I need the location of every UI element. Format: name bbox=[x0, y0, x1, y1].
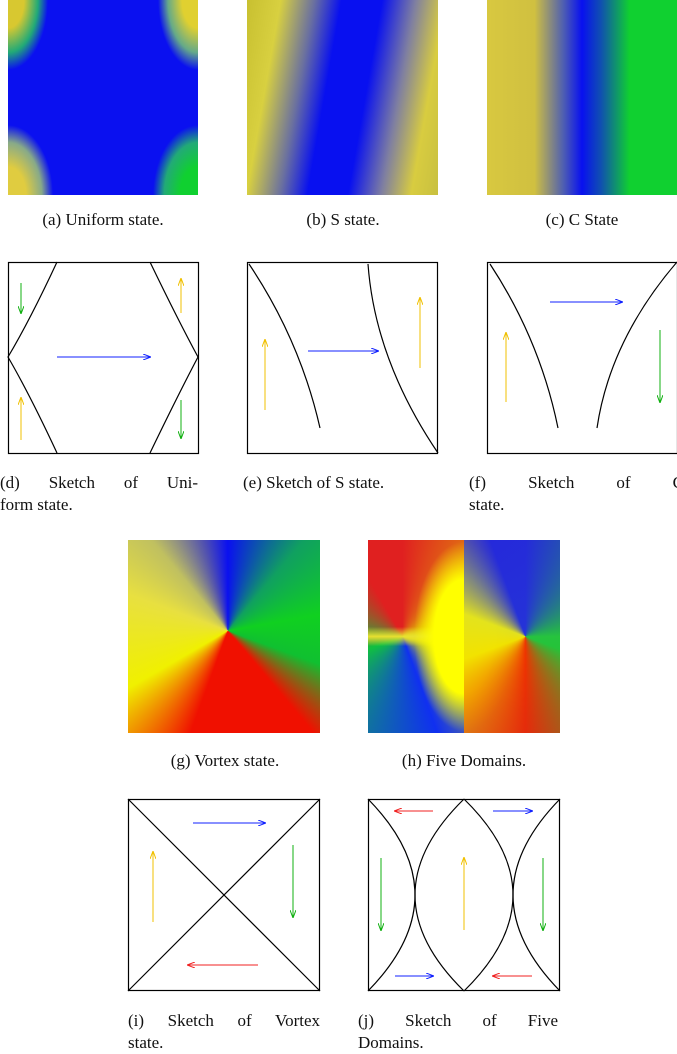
subfigure-label: (a) bbox=[42, 210, 61, 229]
caption-line: (i) Sketch of Vortex bbox=[128, 1010, 320, 1032]
subfigure-caption: (c) C State bbox=[432, 209, 677, 231]
subfigure-label: (d) bbox=[0, 473, 20, 492]
caption-text: Five Domains. bbox=[426, 751, 526, 770]
subfigure-label: (c) bbox=[546, 210, 565, 229]
subfigure-label: (i) bbox=[128, 1011, 144, 1030]
sketch-arrows bbox=[21, 279, 660, 976]
caption-text: Uniform state. bbox=[65, 210, 163, 229]
caption-text: state. bbox=[469, 495, 504, 514]
caption-text: form state. bbox=[0, 495, 73, 514]
caption-text: S state. bbox=[330, 210, 379, 229]
caption-text: Sketch of C bbox=[528, 473, 677, 492]
subfigure-label: (g) bbox=[171, 751, 191, 770]
sketches bbox=[0, 0, 677, 1054]
subfigure-label: (j) bbox=[358, 1011, 374, 1030]
caption-line: (h) Five Domains. bbox=[314, 750, 614, 772]
caption-line: (j) Sketch of Five bbox=[358, 1010, 558, 1032]
subfigure-caption: (d) Sketch of Uni-form state. bbox=[0, 472, 198, 516]
subfigure-label: (b) bbox=[306, 210, 326, 229]
subfigure-caption: (h) Five Domains. bbox=[314, 750, 614, 772]
caption-line: state. bbox=[128, 1032, 320, 1054]
caption-line: (c) C State bbox=[432, 209, 677, 231]
caption-text: Sketch of Vortex bbox=[168, 1011, 320, 1030]
caption-line: Domains. bbox=[358, 1032, 558, 1054]
caption-text: Sketch of Uni- bbox=[49, 473, 198, 492]
caption-line: form state. bbox=[0, 494, 198, 516]
subfigure-label: (h) bbox=[402, 751, 422, 770]
caption-text: Sketch of Five bbox=[405, 1011, 558, 1030]
sketch-lines bbox=[8, 262, 677, 991]
caption-text: state. bbox=[128, 1033, 163, 1052]
caption-line: (f) Sketch of C bbox=[469, 472, 677, 494]
subfigure-caption: (e) Sketch of S state. bbox=[243, 472, 384, 494]
figure-page: (a) Uniform state. (b) S state. (c) C Stat… bbox=[0, 0, 677, 1054]
caption-text: Sketch of S state. bbox=[266, 473, 384, 492]
caption-text: C State bbox=[569, 210, 619, 229]
subfigure-label: (e) bbox=[243, 473, 262, 492]
caption-text: Domains. bbox=[358, 1033, 424, 1052]
subfigure-label: (f) bbox=[469, 473, 486, 492]
caption-text: Vortex state. bbox=[195, 751, 280, 770]
caption-line: (e) Sketch of S state. bbox=[243, 472, 384, 494]
caption-line: (d) Sketch of Uni- bbox=[0, 472, 198, 494]
caption-line: state. bbox=[469, 494, 677, 516]
